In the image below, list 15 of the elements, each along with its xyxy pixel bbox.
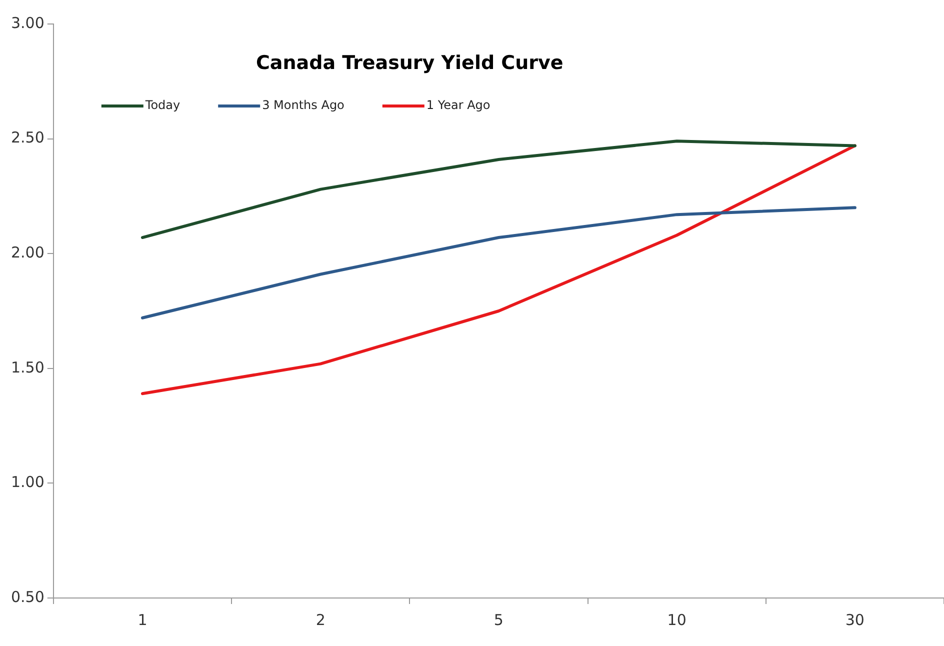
text: Canada Treasury Yield Curve <box>256 52 564 74</box>
y-tick-label: 3.00 <box>10 14 44 32</box>
x-tick-label: 5 <box>494 610 504 629</box>
legend-label: 1 Year Ago <box>426 98 490 112</box>
y-tick-label: 1.00 <box>10 473 44 492</box>
y-tick-label: 1.50 <box>10 358 44 376</box>
x-tick-label: 10 <box>667 610 686 629</box>
legend-label: 3 Months Ago <box>262 98 344 112</box>
x-tick-label: 1 <box>138 610 148 629</box>
y-tick-label: 2.00 <box>10 243 44 262</box>
x-tick-label: 30 <box>845 610 864 629</box>
legend-label: Today <box>144 98 180 112</box>
x-tick-label: 2 <box>316 610 326 629</box>
y-tick-label: 0.50 <box>10 588 44 606</box>
y-tick-label: 2.50 <box>10 128 44 147</box>
